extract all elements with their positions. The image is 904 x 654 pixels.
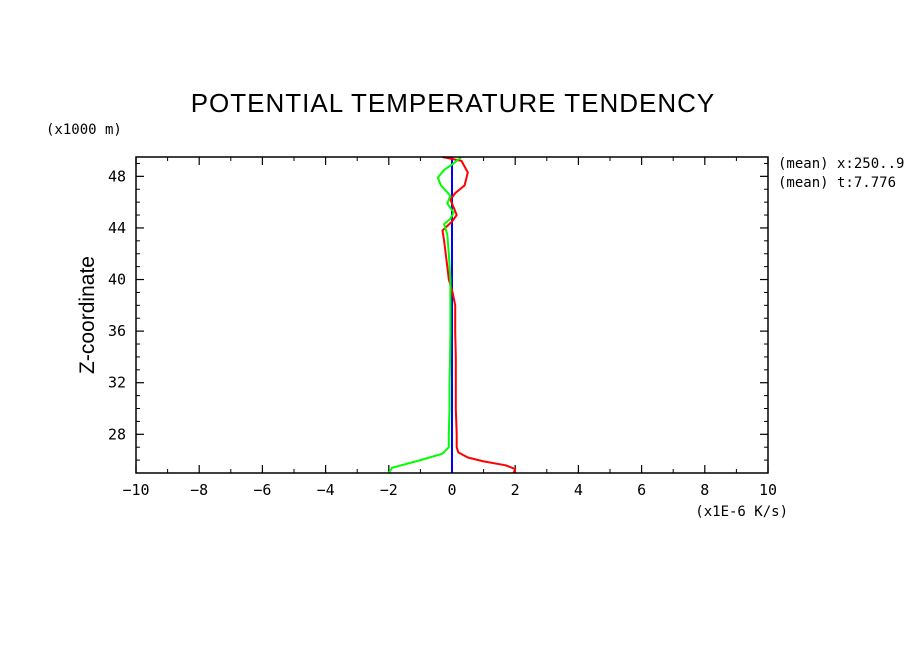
x-tick-label: −4 (317, 481, 335, 499)
y-tick-label: 40 (108, 271, 126, 289)
plot-frame (135, 156, 769, 474)
annotation-x-mean: (mean) x:250..9 (778, 156, 904, 172)
x-tick-label: 2 (511, 481, 520, 499)
y-tick-label: 32 (108, 374, 126, 392)
x-tick-label: 4 (574, 481, 583, 499)
chart-title: POTENTIAL TEMPERATURE TENDENCY (191, 88, 716, 118)
y-tick-label: 48 (108, 167, 126, 185)
x-tick-labels: −10 −8 −6 −4 −2 0 2 4 6 8 10 (122, 481, 777, 499)
x-tick-label: −2 (380, 481, 398, 499)
series-line-2 (387, 156, 463, 474)
x-tick-label: 10 (759, 481, 777, 499)
annotation-t-mean: (mean) t:7.776 (778, 175, 896, 191)
x-tick-label: −6 (253, 481, 271, 499)
series-lines (387, 156, 517, 474)
x-tick-label: −10 (122, 481, 149, 499)
y-tick-labels: 28 32 36 40 44 48 (108, 167, 126, 443)
y-axis-label: Z-coordinate (76, 256, 99, 374)
series-line-1 (441, 156, 517, 474)
x-axis-label: (x1E-6 K/s) (695, 504, 788, 520)
x-tick-label: 0 (447, 481, 456, 499)
y-tick-label: 44 (108, 219, 126, 237)
y-tick-label: 36 (108, 322, 126, 340)
y-unit-label: (x1000 m) (46, 122, 122, 138)
x-tick-label: 6 (637, 481, 646, 499)
x-tick-label: −8 (190, 481, 208, 499)
y-tick-label: 28 (108, 425, 126, 443)
x-tick-label: 8 (700, 481, 709, 499)
